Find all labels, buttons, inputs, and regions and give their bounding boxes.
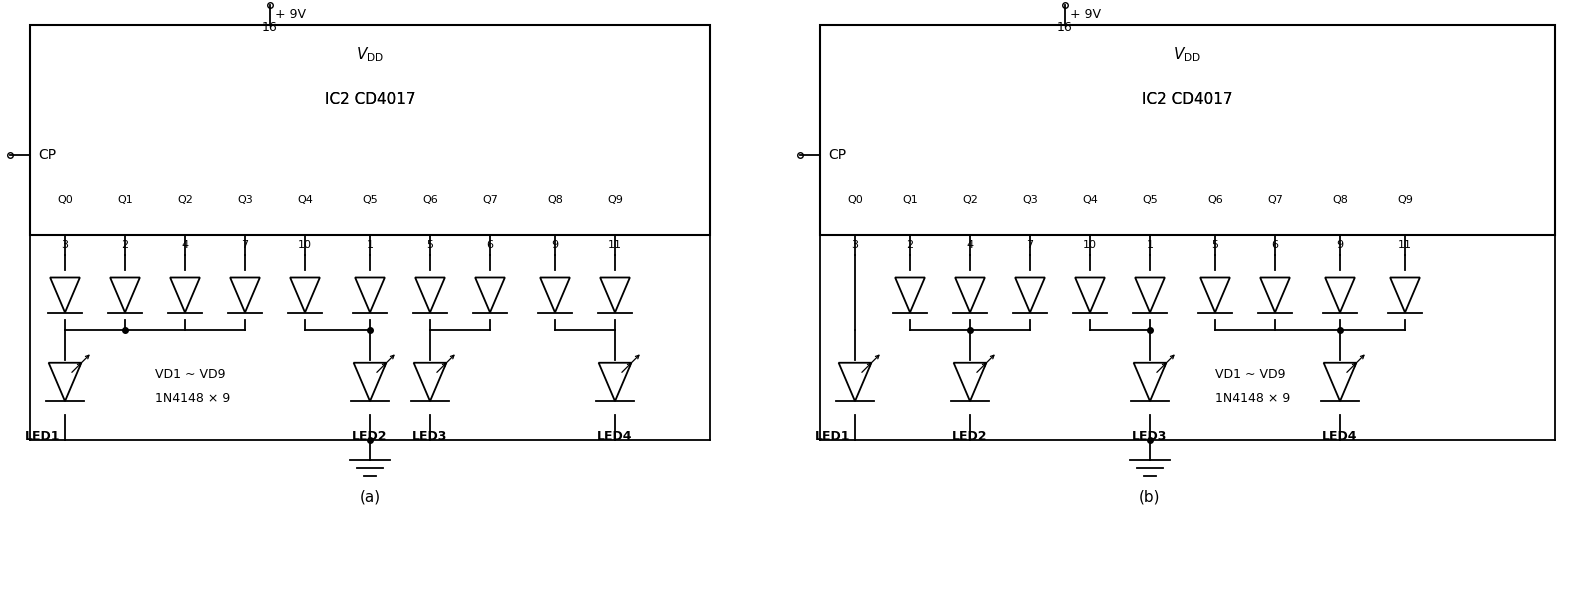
Text: Q6: Q6 — [1208, 195, 1224, 205]
Text: Q7: Q7 — [1266, 195, 1282, 205]
Text: 6: 6 — [487, 240, 493, 250]
Text: 10: 10 — [1083, 240, 1097, 250]
Text: 11: 11 — [1398, 240, 1412, 250]
Text: VD1 ~ VD9: VD1 ~ VD9 — [155, 368, 225, 382]
Text: Q4: Q4 — [1083, 195, 1098, 205]
Text: 3: 3 — [851, 240, 859, 250]
Text: 10: 10 — [298, 240, 312, 250]
Text: CP: CP — [38, 148, 55, 162]
Text: CP: CP — [827, 148, 846, 162]
Text: LED2: LED2 — [953, 430, 987, 443]
Text: Q8: Q8 — [1331, 195, 1347, 205]
Text: Q0: Q0 — [57, 195, 73, 205]
Text: (b): (b) — [1140, 490, 1160, 505]
Text: + 9V: + 9V — [276, 8, 306, 21]
Text: 5: 5 — [1211, 240, 1219, 250]
Text: LED3: LED3 — [1132, 430, 1168, 443]
Text: 3: 3 — [62, 240, 68, 250]
Text: 2: 2 — [122, 240, 128, 250]
Text: LED1: LED1 — [24, 430, 60, 443]
Text: 1N4148 × 9: 1N4148 × 9 — [155, 391, 230, 404]
Text: Q6: Q6 — [422, 195, 437, 205]
Text: VD1 ~ VD9: VD1 ~ VD9 — [1216, 368, 1285, 382]
Text: LED1: LED1 — [815, 430, 850, 443]
Text: 6: 6 — [1271, 240, 1279, 250]
Text: 1N4148 × 9: 1N4148 × 9 — [1216, 391, 1290, 404]
Text: 7: 7 — [1027, 240, 1033, 250]
Text: LED4: LED4 — [598, 430, 632, 443]
Text: IC2 CD4017: IC2 CD4017 — [325, 93, 415, 108]
Text: Q1: Q1 — [117, 195, 133, 205]
Bar — [819, 25, 1555, 235]
Text: Q3: Q3 — [238, 195, 254, 205]
Text: Q8: Q8 — [547, 195, 563, 205]
Text: IC2 CD4017: IC2 CD4017 — [325, 93, 415, 108]
Bar — [30, 25, 710, 235]
Text: LED2: LED2 — [352, 430, 388, 443]
Text: 9: 9 — [1336, 240, 1344, 250]
Text: Q3: Q3 — [1022, 195, 1038, 205]
Text: 1: 1 — [366, 240, 374, 250]
Text: IC2 CD4017: IC2 CD4017 — [1143, 93, 1233, 108]
Text: LED4: LED4 — [1322, 430, 1358, 443]
Text: 11: 11 — [609, 240, 621, 250]
Text: (a): (a) — [360, 490, 380, 505]
Text: Q1: Q1 — [902, 195, 918, 205]
Text: + 9V: + 9V — [1070, 8, 1102, 21]
Text: Q5: Q5 — [361, 195, 377, 205]
Text: $V_{\rm DD}$: $V_{\rm DD}$ — [1173, 45, 1201, 64]
Text: Q5: Q5 — [1143, 195, 1159, 205]
Text: 7: 7 — [241, 240, 249, 250]
Text: 9: 9 — [552, 240, 558, 250]
Text: Q9: Q9 — [1396, 195, 1412, 205]
Text: Q0: Q0 — [846, 195, 862, 205]
Text: 5: 5 — [426, 240, 434, 250]
Text: $V_{\rm DD}$: $V_{\rm DD}$ — [357, 45, 384, 64]
Text: 16: 16 — [1057, 21, 1073, 34]
Text: 4: 4 — [967, 240, 973, 250]
Text: 1: 1 — [1146, 240, 1154, 250]
Text: Q2: Q2 — [962, 195, 978, 205]
Text: Q4: Q4 — [296, 195, 312, 205]
Text: 16: 16 — [262, 21, 277, 34]
Text: Q2: Q2 — [178, 195, 193, 205]
Text: Q9: Q9 — [607, 195, 623, 205]
Text: LED3: LED3 — [412, 430, 447, 443]
Text: IC2 CD4017: IC2 CD4017 — [1143, 93, 1233, 108]
Text: 2: 2 — [907, 240, 913, 250]
Text: 4: 4 — [181, 240, 189, 250]
Text: Q7: Q7 — [482, 195, 498, 205]
